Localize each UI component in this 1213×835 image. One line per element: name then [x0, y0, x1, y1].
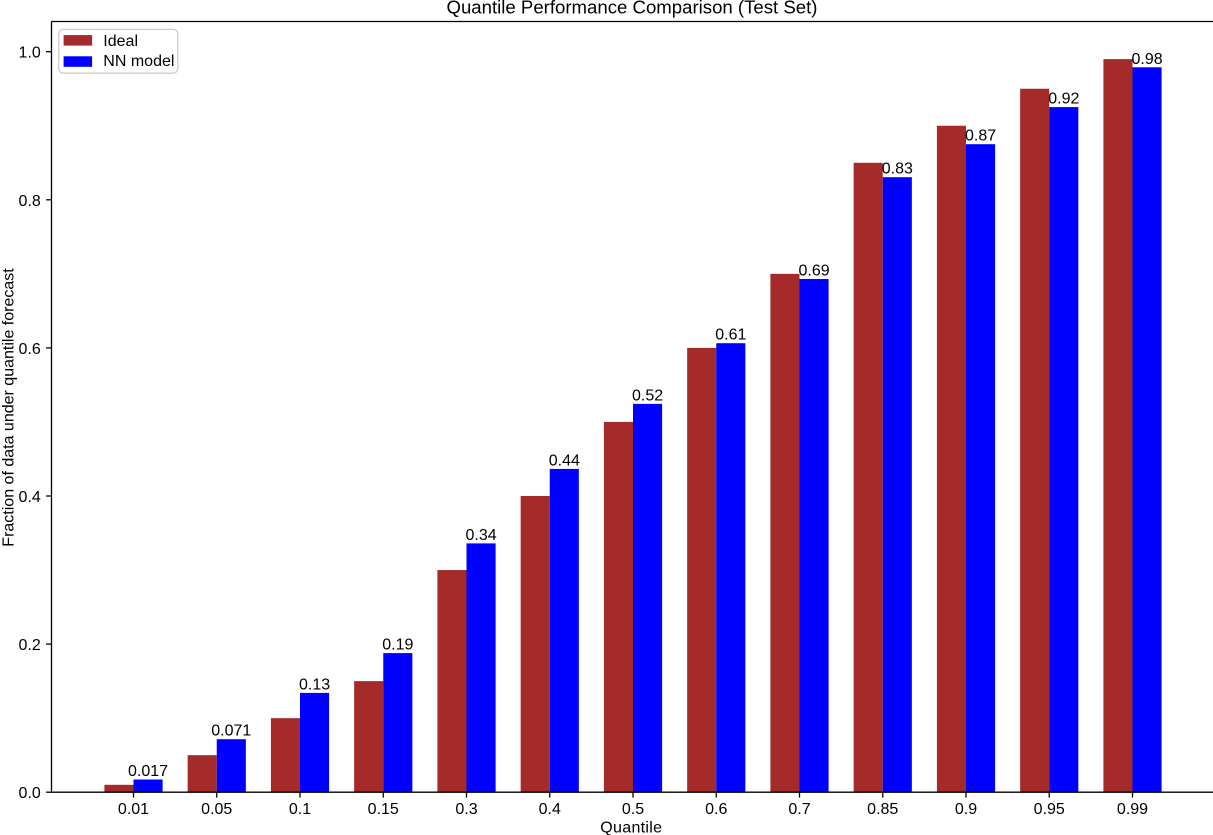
svg-text:0.5: 0.5	[622, 801, 644, 818]
svg-text:0.69: 0.69	[798, 263, 829, 280]
svg-text:0.95: 0.95	[1034, 801, 1065, 818]
svg-text:0.99: 0.99	[1117, 801, 1148, 818]
svg-text:0.4: 0.4	[539, 801, 561, 818]
svg-text:0.1: 0.1	[289, 801, 311, 818]
svg-text:Fraction of data under quantil: Fraction of data under quantile forecast	[1, 268, 18, 547]
svg-text:0.83: 0.83	[882, 161, 913, 178]
svg-text:0.2: 0.2	[19, 637, 41, 654]
svg-text:0.19: 0.19	[382, 637, 413, 654]
svg-text:0.8: 0.8	[19, 193, 41, 210]
svg-text:0.01: 0.01	[118, 801, 149, 818]
svg-text:0.92: 0.92	[1048, 91, 1079, 108]
svg-text:0.6: 0.6	[705, 801, 727, 818]
svg-text:0.34: 0.34	[465, 527, 496, 544]
svg-text:0.6: 0.6	[19, 341, 41, 358]
svg-text:0.98: 0.98	[1131, 51, 1162, 68]
svg-text:0.87: 0.87	[965, 128, 996, 145]
svg-text:0.13: 0.13	[299, 676, 330, 693]
svg-text:0.85: 0.85	[867, 801, 898, 818]
svg-text:0.7: 0.7	[788, 801, 810, 818]
svg-text:0.15: 0.15	[368, 801, 399, 818]
svg-text:0.017: 0.017	[128, 763, 168, 780]
svg-text:0.52: 0.52	[632, 387, 663, 404]
svg-text:1.0: 1.0	[19, 45, 41, 62]
svg-text:0.44: 0.44	[549, 452, 580, 469]
svg-text:0.61: 0.61	[715, 327, 746, 344]
svg-text:0.05: 0.05	[201, 801, 232, 818]
svg-text:0.071: 0.071	[211, 723, 251, 740]
svg-text:NN model: NN model	[103, 53, 174, 70]
svg-text:0.3: 0.3	[455, 801, 477, 818]
svg-text:0.4: 0.4	[19, 489, 41, 506]
svg-text:0.9: 0.9	[955, 801, 977, 818]
svg-text:Ideal: Ideal	[103, 33, 138, 50]
svg-text:Quantile: Quantile	[600, 820, 662, 835]
svg-text:Quantile Performance Compariso: Quantile Performance Comparison (Test Se…	[447, 0, 818, 18]
svg-text:0.0: 0.0	[19, 785, 41, 802]
